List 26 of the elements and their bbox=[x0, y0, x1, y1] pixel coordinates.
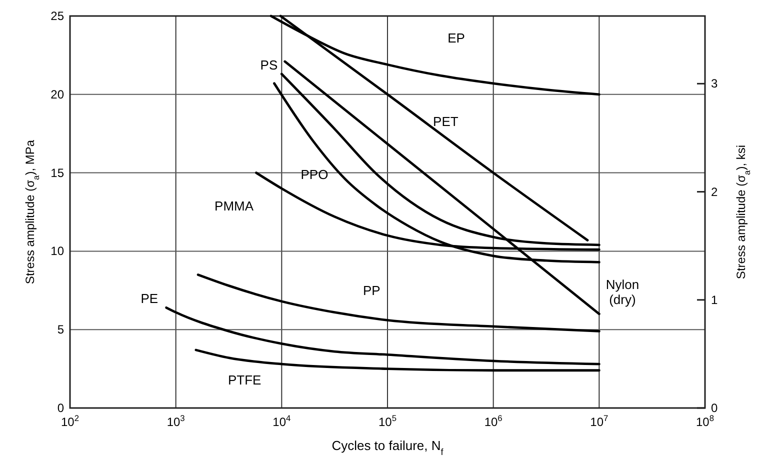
series-label: PS bbox=[260, 57, 278, 72]
x-tick-label: 10$^{3}$ bbox=[166, 413, 186, 429]
y-tick-label: 25 bbox=[50, 9, 64, 23]
x-tick-label: 10$^{2}$ bbox=[60, 413, 80, 429]
series-label: PET bbox=[433, 114, 458, 129]
series-label: PMMA bbox=[214, 198, 254, 214]
y2-tick-label: 1 bbox=[711, 292, 718, 307]
y-tick-label: 15 bbox=[50, 166, 64, 180]
series-label: PP bbox=[362, 283, 380, 298]
x-tick-label: 10$^{6}$ bbox=[484, 413, 503, 429]
y-tick-label: 0 bbox=[57, 401, 64, 415]
x-tick-label: 10$^{7}$ bbox=[590, 413, 609, 429]
y2-tick-label: 3 bbox=[711, 76, 718, 91]
y-tick-label: 20 bbox=[50, 87, 64, 102]
x-tick-label: 10$^{4}$ bbox=[272, 413, 292, 429]
x-tick-label: 10$^{5}$ bbox=[378, 413, 397, 429]
y-tick-label: 10 bbox=[50, 244, 64, 258]
y2-tick-label: 0 bbox=[711, 401, 718, 415]
series-label: Nylon (dry) bbox=[606, 276, 640, 307]
y-tick-label: 5 bbox=[57, 322, 64, 337]
y2-tick-label: 2 bbox=[711, 184, 718, 199]
x-tick-label: 10$^{8}$ bbox=[696, 413, 714, 429]
x-axis-title: Cycles to failure, N$_{f}$ bbox=[332, 438, 444, 457]
text: EP bbox=[448, 30, 465, 46]
series-label: PTFE bbox=[228, 372, 262, 388]
series-label: PE bbox=[140, 290, 158, 306]
